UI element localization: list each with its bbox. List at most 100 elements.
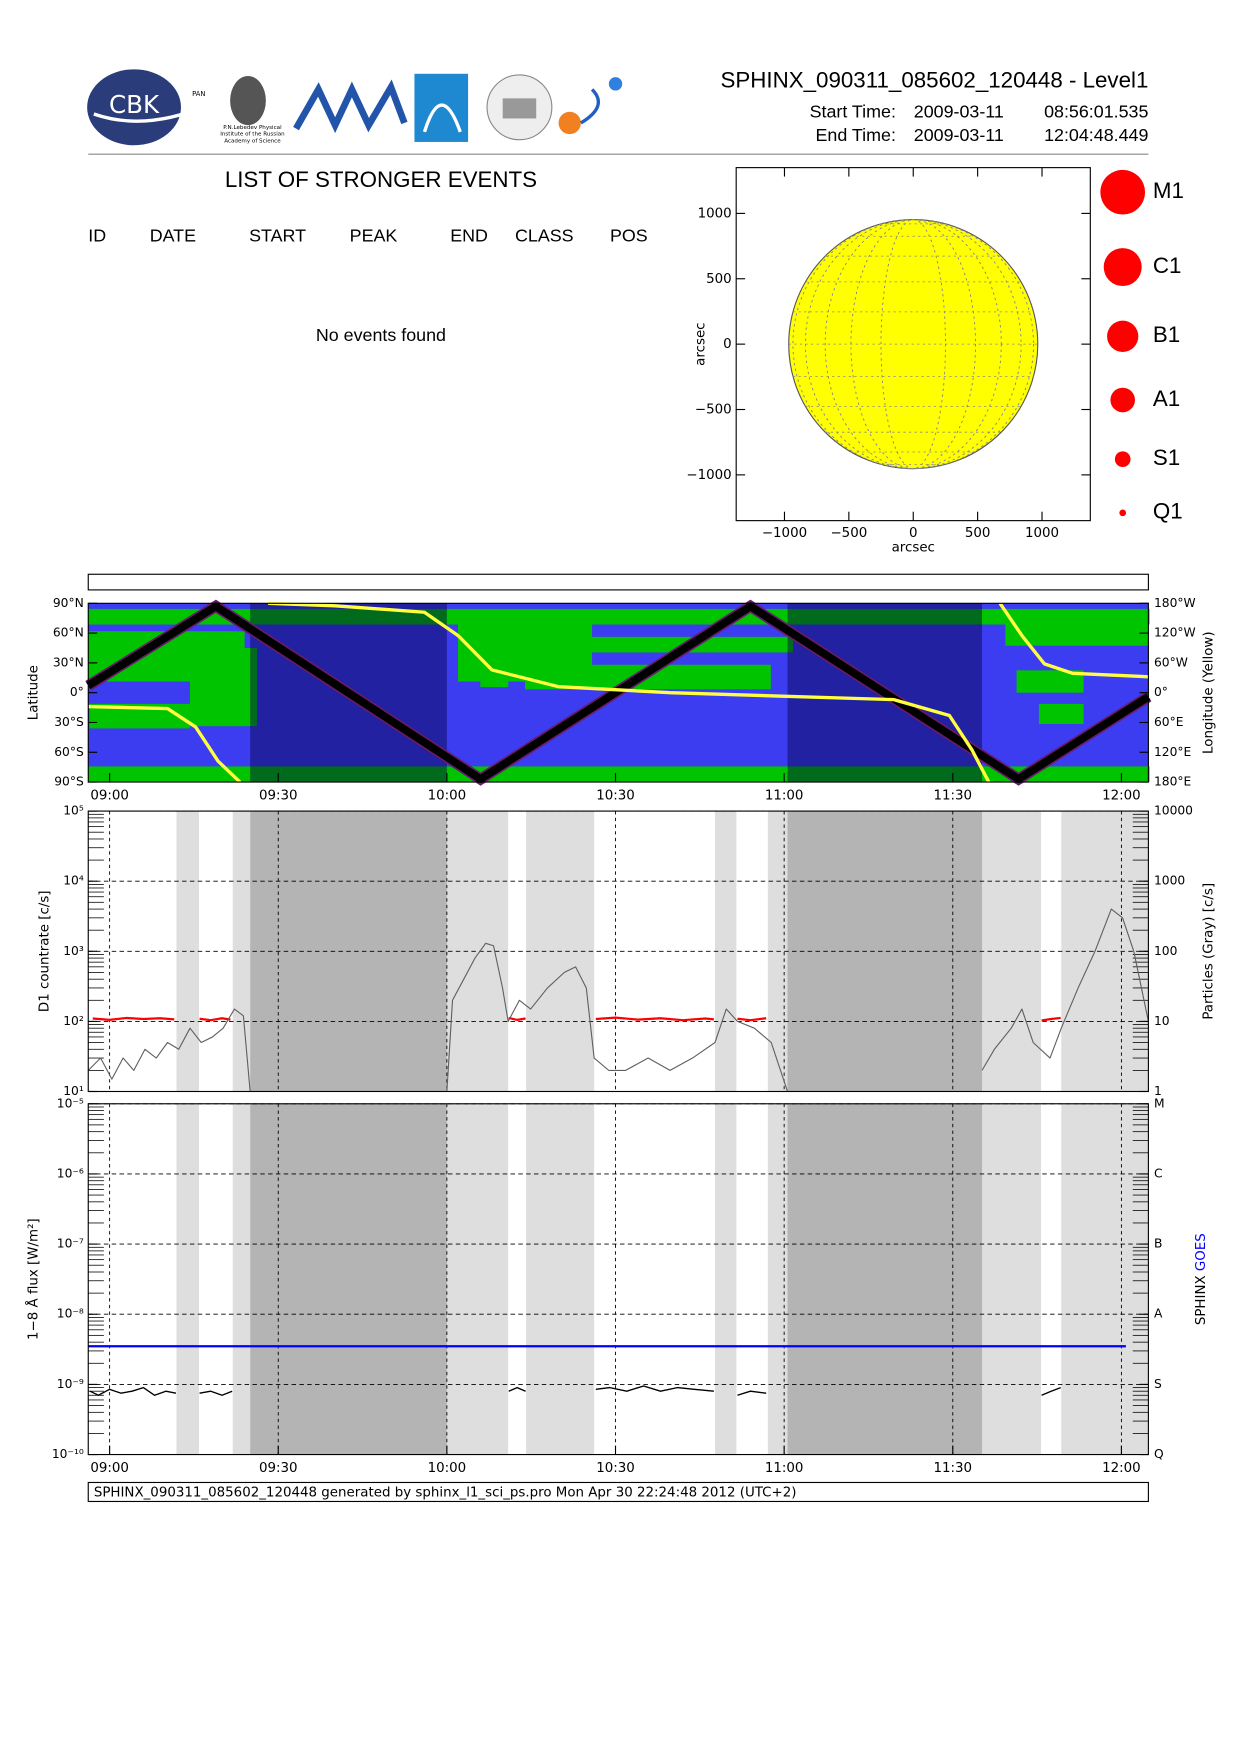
events-title: LIST OF STRONGER EVENTS: [225, 167, 537, 192]
y-tick-label: 0: [723, 337, 732, 352]
series-line: [86, 602, 1151, 783]
y2-axis-label: Longitude (Yellow): [1202, 631, 1217, 754]
x-tick-label: 10:30: [596, 788, 635, 803]
series-line: [88, 601, 1149, 784]
column-header: START: [249, 226, 306, 246]
land: [88, 766, 1150, 783]
x-tick-label: 11:00: [765, 1461, 804, 1476]
column-header: PEAK: [350, 226, 398, 246]
x-tick-label: −1000: [762, 526, 807, 541]
y-tick-label: 10⁻⁶: [57, 1166, 84, 1180]
light-shade: [715, 1103, 737, 1455]
x-axis-label: arcsec: [892, 540, 935, 555]
y2-tick-label: 120°E: [1154, 745, 1191, 759]
legend: SPHINX GOES: [1194, 1233, 1209, 1325]
light-shade: [176, 1103, 199, 1455]
y-axis-label: 1−8 Å flux [W/m²]: [25, 1218, 42, 1340]
y-tick-label: 10³: [63, 944, 84, 958]
land: [1016, 670, 1084, 693]
y-tick-label: 90°S: [54, 775, 84, 789]
logo-dot: [608, 77, 623, 91]
y2-tick-label: 10000: [1154, 804, 1193, 818]
class-label: C1: [1153, 253, 1182, 278]
land: [189, 647, 257, 727]
mifi-logo: [293, 79, 408, 134]
y2-axis-label: Particles (Gray) [c/s]: [1202, 883, 1217, 1020]
legend-entry: GOES: [1194, 1233, 1209, 1271]
empty-message: No events found: [316, 325, 446, 345]
logo-swoosh: [580, 88, 601, 125]
cbk-logo: [87, 69, 181, 146]
x-tick-label: 11:30: [933, 1461, 972, 1476]
y2-tick-label: 1: [1154, 1084, 1162, 1098]
start-time: 08:56:01.535: [1044, 102, 1148, 122]
light-shade: [982, 1103, 1042, 1455]
logo-swoosh: [93, 103, 209, 123]
class-label: S1: [1153, 445, 1180, 470]
land: [1005, 612, 1149, 646]
light-shade: [446, 1103, 509, 1455]
column-header: DATE: [150, 226, 196, 246]
class-label: Q1: [1153, 499, 1183, 524]
logo-text: PAN: [192, 90, 205, 98]
report-title: SPHINX_090311_085602_120448 - Level1: [721, 68, 1149, 93]
y2-tick-label: 100: [1154, 944, 1177, 958]
y-tick-label: 30°S: [54, 715, 84, 729]
footer-box: [87, 1481, 1149, 1503]
y-tick-label: 30°N: [53, 655, 84, 669]
y-tick-label: 10⁻⁷: [57, 1237, 84, 1251]
x-tick-label: 10:00: [428, 1461, 467, 1476]
x-tick-label: 09:30: [259, 788, 298, 803]
y2-tick-label: C: [1154, 1166, 1163, 1180]
y-axis-label: D1 countrate [c/s]: [38, 890, 53, 1012]
legend-entry: SPHINX: [1194, 1275, 1209, 1325]
disk-grid: [850, 219, 976, 470]
start-label: Start Time:: [810, 102, 896, 122]
y-tick-label: 10⁴: [63, 874, 84, 888]
class-marker: [1107, 320, 1139, 352]
column-header: POS: [610, 226, 648, 246]
light-shade: [176, 811, 199, 1092]
column-header: ID: [88, 226, 106, 246]
light-shade: [767, 1103, 788, 1455]
y2-tick-label: B: [1154, 1237, 1162, 1251]
x-tick-label: 10:00: [428, 788, 467, 803]
land: [88, 608, 1150, 625]
y-tick-label: 60°S: [54, 745, 84, 759]
start-date: 2009-03-11: [914, 102, 1004, 122]
footer: SPHINX_090311_085602_120448 generated by…: [94, 1486, 797, 1501]
class-label: B1: [1153, 322, 1180, 347]
y-axis-label: arcsec: [693, 322, 708, 365]
land: [1038, 703, 1084, 724]
y2-tick-label: 0°: [1154, 685, 1168, 699]
class-marker: [1100, 169, 1146, 215]
y-tick-label: 90°N: [53, 596, 84, 610]
seal-building: [502, 98, 537, 119]
logo-text: Academy of Science: [224, 138, 281, 144]
logos: CBK PAN P.N.Lebedev Physical Institute o…: [87, 69, 623, 146]
y-tick-label: 1000: [698, 206, 732, 221]
class-marker: [1114, 451, 1131, 468]
class-marker: [1119, 509, 1127, 517]
status-box: [87, 573, 1149, 591]
x-tick-label: 12:00: [1102, 788, 1141, 803]
dark-shade: [250, 1103, 447, 1455]
x-tick-label: 10:30: [596, 1461, 635, 1476]
sun-logo: [558, 111, 581, 135]
y-tick-label: 10⁻⁵: [57, 1096, 84, 1110]
plot-frame: [87, 1103, 1149, 1456]
y-tick-label: −500: [695, 403, 732, 418]
light-shade: [232, 1103, 251, 1455]
end-time: 12:04:48.449: [1044, 125, 1148, 145]
y-tick-label: 10²: [63, 1014, 84, 1028]
x-tick-label: 11:30: [933, 788, 972, 803]
disk-grid: [880, 219, 946, 470]
y-tick-label: 0°: [70, 685, 84, 699]
y-tick-label: 10⁻¹⁰: [52, 1447, 84, 1461]
y-tick-label: 10¹: [63, 1084, 84, 1098]
y2-tick-label: M: [1154, 1096, 1165, 1110]
y2-tick-label: A: [1154, 1307, 1163, 1321]
x-tick-label: −500: [830, 526, 867, 541]
